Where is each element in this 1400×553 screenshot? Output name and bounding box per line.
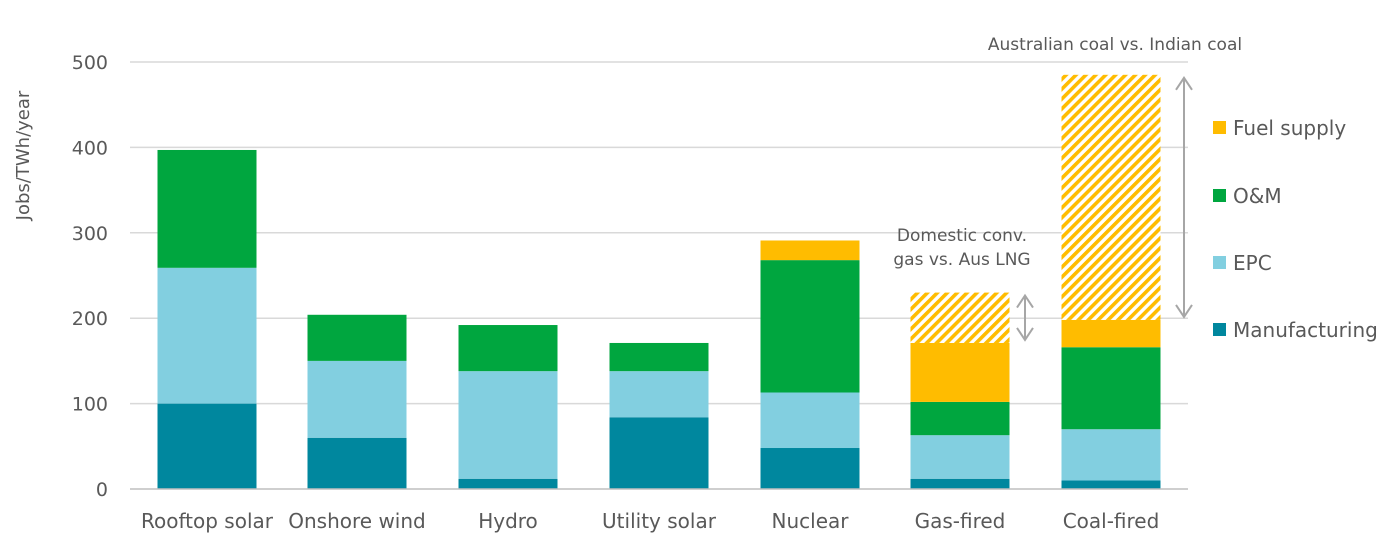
- bar-segment-fuel-supply: [910, 342, 1010, 402]
- bar-segment-epc: [910, 435, 1010, 479]
- x-tick-label: Gas-fired: [915, 509, 1006, 533]
- range-arrow-head-up: [1016, 293, 1034, 309]
- bar-segment-epc: [609, 371, 709, 418]
- y-tick-label: 100: [72, 394, 108, 416]
- bar-segment-epc: [307, 360, 407, 438]
- range-arrow-head-down: [1016, 327, 1034, 342]
- x-tick-label: Rooftop solar: [141, 509, 274, 533]
- gridlines: [130, 61, 1188, 405]
- hatched-range: [910, 292, 1010, 343]
- hatched-range: [1061, 74, 1161, 320]
- x-tick-label: Utility solar: [602, 509, 717, 533]
- x-tick-label: Onshore wind: [288, 509, 425, 533]
- axes: 0 100 200 300 400 500 Jobs/TWh/year Rooftop sol…: [13, 52, 1188, 533]
- legend-swatch-fuel-supply: [1213, 121, 1226, 134]
- y-axis-label: Jobs/TWh/year: [13, 90, 34, 221]
- bar-segment-manufacturing: [760, 448, 860, 489]
- bar-segment-manufacturing: [910, 478, 1010, 489]
- legend-swatch-o-m: [1213, 189, 1226, 202]
- bar-segment-o-m: [760, 260, 860, 393]
- range-arrow-head-up: [1175, 76, 1193, 91]
- bar-segment-o-m: [458, 325, 558, 372]
- annotations: Australian coal vs. Indian coal Domestic …: [893, 35, 1242, 342]
- bar-segment-epc: [458, 371, 558, 479]
- range-arrow-head-down: [1175, 304, 1193, 319]
- y-tick-label: 300: [72, 223, 108, 245]
- y-tick-label: 400: [72, 137, 108, 159]
- bar-segment-epc: [157, 267, 257, 404]
- bar-segment-fuel-supply: [1061, 319, 1161, 348]
- x-tick-label: Nuclear: [772, 509, 850, 533]
- bar-segment-fuel-supply: [760, 240, 860, 261]
- x-tick-label: Hydro: [478, 509, 538, 533]
- bar-segment-manufacturing: [307, 437, 407, 489]
- bar-segment-o-m: [609, 342, 709, 372]
- bar-segment-manufacturing: [458, 478, 558, 489]
- bar-segment-o-m: [1061, 347, 1161, 430]
- y-tick-label: 0: [96, 479, 108, 501]
- y-tick-label: 200: [72, 308, 108, 330]
- bar-segment-manufacturing: [157, 403, 257, 489]
- legend: Fuel supply O&M EPC Manufacturing: [1213, 116, 1378, 342]
- annotation-line: Australian coal vs. Indian coal: [988, 35, 1242, 55]
- x-tick-label: Coal-fired: [1063, 509, 1160, 533]
- annotation-coal: Australian coal vs. Indian coal: [988, 35, 1242, 55]
- bar-segment-manufacturing: [609, 417, 709, 489]
- annotation-gas: Domestic conv. gas vs. Aus LNG: [893, 226, 1030, 270]
- legend-label: EPC: [1233, 251, 1272, 275]
- y-tick-label: 500: [72, 52, 108, 74]
- bar-segment-o-m: [157, 149, 257, 268]
- legend-label: Fuel supply: [1233, 116, 1346, 140]
- bar-segment-manufacturing: [1061, 480, 1161, 489]
- legend-label: Manufacturing: [1233, 318, 1378, 342]
- bar-segment-o-m: [910, 401, 1010, 436]
- bar-segment-o-m: [307, 314, 407, 361]
- legend-label: O&M: [1233, 184, 1282, 208]
- annotation-line: Domestic conv.: [897, 226, 1027, 246]
- bar-segment-epc: [1061, 429, 1161, 481]
- bars: [157, 74, 1161, 489]
- bar-segment-epc: [760, 392, 860, 449]
- legend-swatch-manufacturing: [1213, 323, 1226, 336]
- annotation-line: gas vs. Aus LNG: [893, 250, 1030, 270]
- legend-swatch-epc: [1213, 256, 1226, 269]
